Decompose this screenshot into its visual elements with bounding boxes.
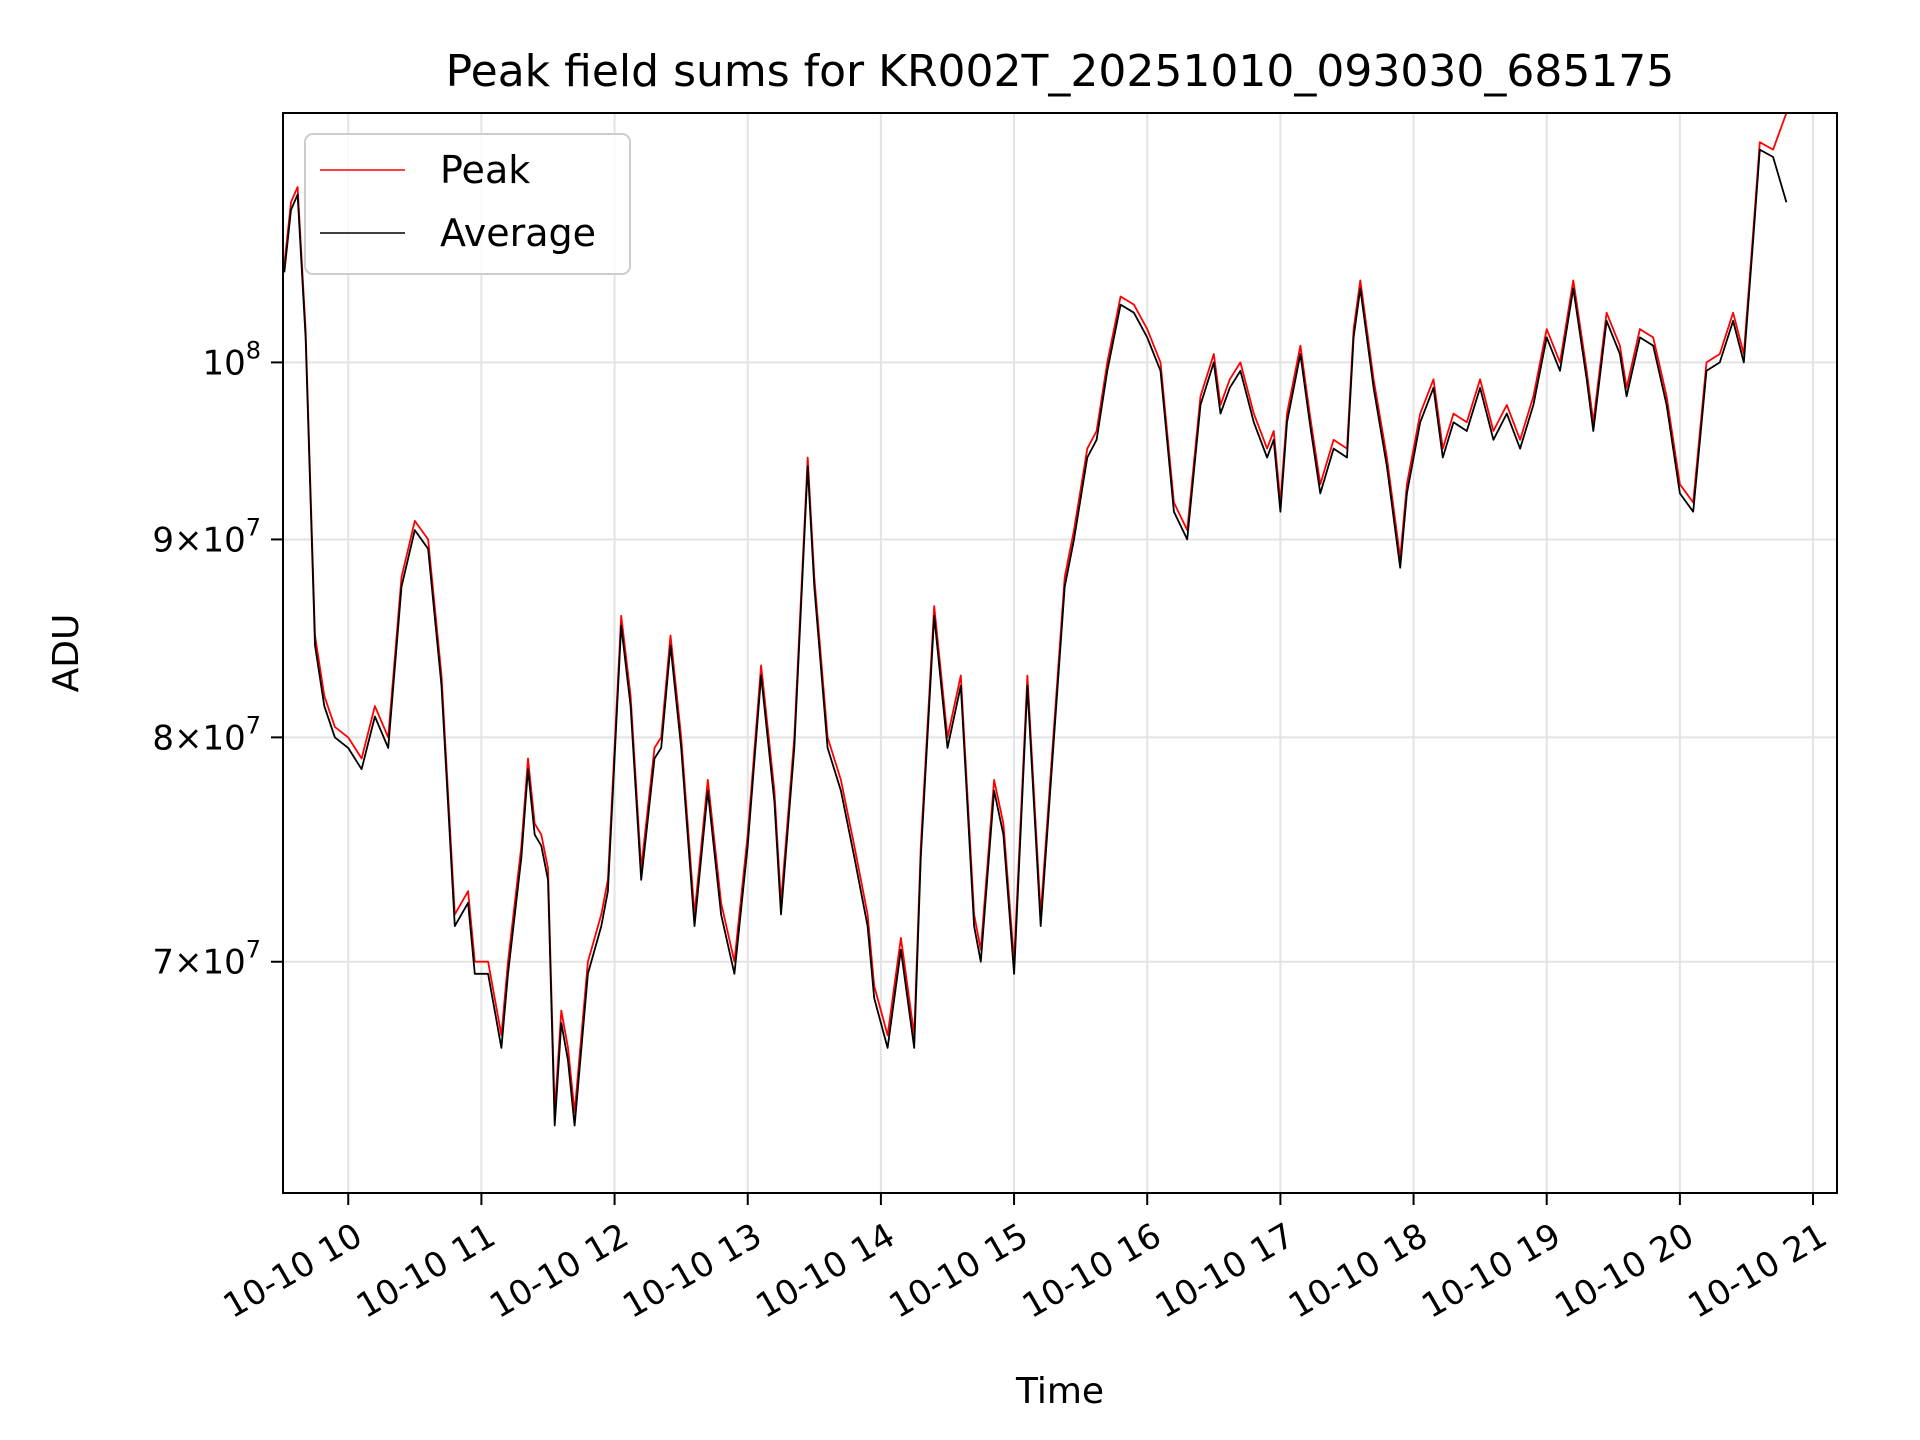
legend: Peak Average	[304, 133, 631, 275]
y-tick-label: 9×107	[152, 513, 261, 560]
y-tick-times: ×	[174, 718, 203, 758]
y-tick-exponent: 7	[246, 711, 261, 739]
y-tick-base: 10	[202, 343, 245, 383]
y-tick-label: 7×107	[152, 936, 261, 983]
plot-area-frame	[282, 112, 1838, 1194]
y-tick-label: 108	[202, 336, 261, 383]
y-tick-label: 8×107	[152, 711, 261, 758]
y-tick-base: 10	[202, 520, 245, 560]
y-tick-exponent: 7	[246, 936, 261, 964]
series-layer	[283, 112, 1788, 1127]
y-tick-base: 10	[202, 718, 245, 758]
y-tick-times: ×	[174, 520, 203, 560]
x-axis-label: Time	[1015, 1371, 1104, 1412]
grid-layer	[283, 113, 1837, 1193]
y-tick-mantissa: 8	[152, 718, 174, 758]
y-tick-times: ×	[174, 943, 203, 983]
y-axis-label: ADU	[46, 614, 87, 693]
y-tick-mantissa: 9	[152, 520, 174, 560]
y-tick-mantissa: 7	[152, 943, 174, 983]
legend-box	[304, 133, 631, 275]
y-tick-exponent: 7	[246, 513, 261, 541]
series-line-average	[283, 148, 1788, 1127]
y-tick-base: 10	[202, 943, 245, 983]
chart-title: Peak field sums for KR002T_20251010_0930…	[446, 46, 1675, 97]
legend-label-average: Average	[440, 211, 596, 255]
legend-label-peak: Peak	[440, 148, 530, 192]
y-tick-exponent: 8	[246, 336, 261, 364]
